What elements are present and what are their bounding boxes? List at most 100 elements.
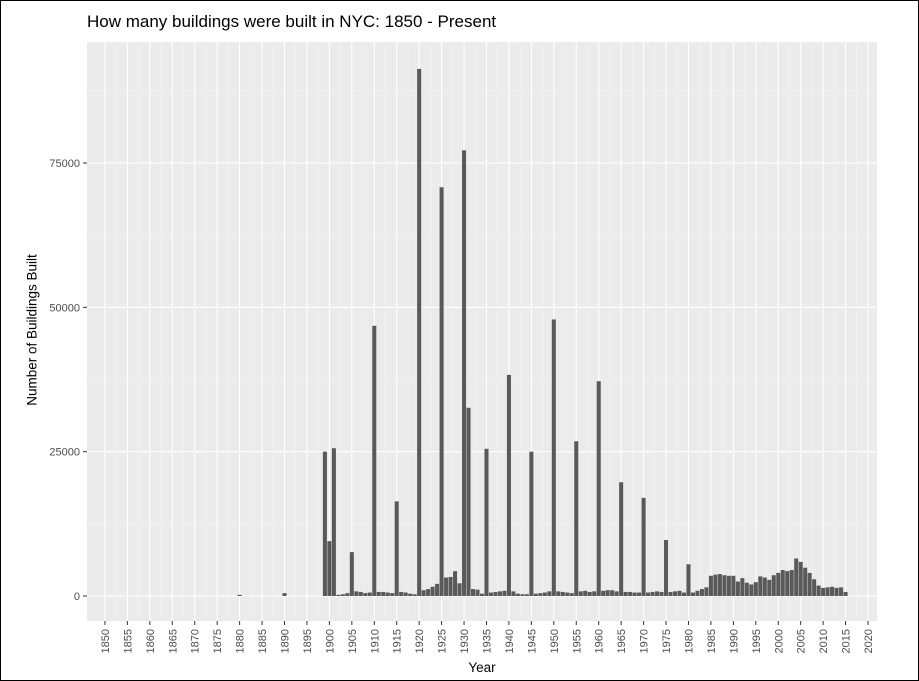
bar-1955 <box>574 441 579 596</box>
bar-1915 <box>394 501 399 596</box>
bar-1956 <box>578 591 583 596</box>
bar-2010 <box>821 587 826 596</box>
bar-1942 <box>515 593 520 596</box>
bar-1987 <box>717 574 722 596</box>
bar-1966 <box>623 591 628 596</box>
bar-1982 <box>695 590 700 596</box>
bar-1983 <box>699 589 704 596</box>
bar-1977 <box>672 591 678 596</box>
x-tick-label: 2015 <box>841 629 853 653</box>
y-tick-label: 25000 <box>49 447 80 459</box>
bar-1976 <box>668 591 673 596</box>
bar-2008 <box>812 579 817 596</box>
bar-1931 <box>466 407 471 596</box>
x-tick-label: 1920 <box>414 629 426 653</box>
bar-1922 <box>426 589 431 596</box>
bar-1990 <box>731 575 736 596</box>
bar-2002 <box>785 571 790 596</box>
bar-1991 <box>735 581 740 596</box>
bar-1906 <box>354 591 359 596</box>
x-tick-label: 1875 <box>212 629 224 653</box>
bar-1971 <box>646 592 651 596</box>
bar-1935 <box>484 448 489 596</box>
bar-1998 <box>767 579 772 596</box>
bar-2011 <box>825 587 830 596</box>
bar-1997 <box>762 577 767 596</box>
x-tick-label: 1895 <box>302 629 314 653</box>
bar-1979 <box>681 592 687 596</box>
bar-1961 <box>601 590 606 596</box>
bars <box>237 68 848 597</box>
bar-1903 <box>340 594 345 596</box>
bar-1911 <box>376 591 381 596</box>
bar-2001 <box>780 570 785 596</box>
bar-1918 <box>408 593 413 596</box>
x-tick-label: 1965 <box>616 629 628 653</box>
x-tick-label: 1915 <box>392 629 404 653</box>
x-tick-label: 1960 <box>594 629 606 653</box>
bar-1962 <box>605 590 610 596</box>
bar-1978 <box>677 590 682 596</box>
bar-2004 <box>794 558 799 596</box>
bar-1943 <box>520 594 525 596</box>
x-tick-label: 1890 <box>280 629 292 653</box>
bar-2014 <box>839 587 844 596</box>
bar-1945 <box>529 451 534 596</box>
bar-1929 <box>457 583 462 596</box>
x-tick-label: 1900 <box>324 629 336 653</box>
axes: 0 25000 50000 75000 1850 1855 1860 1865 1870 1875… <box>49 158 875 653</box>
bar-1912 <box>381 591 386 596</box>
bar-1950 <box>551 319 556 596</box>
bar-1939 <box>502 590 507 596</box>
bar-1952 <box>560 591 565 596</box>
plot-panel <box>87 42 877 621</box>
bar-1908 <box>363 593 368 596</box>
bar-1880 <box>237 594 242 596</box>
x-tick-label: 1945 <box>526 629 538 653</box>
bar-1925 <box>439 187 444 597</box>
x-tick-label: 2005 <box>796 629 808 653</box>
bar-1936 <box>488 592 493 596</box>
bar-1890 <box>282 593 287 596</box>
x-tick-label: 1850 <box>100 629 112 653</box>
bar-1985 <box>708 575 713 596</box>
x-tick-label: 1950 <box>549 629 561 653</box>
bar-1988 <box>722 575 727 596</box>
bar-1938 <box>497 591 502 596</box>
bar-1919 <box>412 594 417 596</box>
bar-1953 <box>565 592 570 596</box>
bar-1926 <box>444 577 449 596</box>
bar-1958 <box>587 591 592 596</box>
x-tick-label: 1975 <box>661 629 673 653</box>
bar-2015 <box>843 591 848 596</box>
bar-1946 <box>533 593 538 596</box>
bar-1984 <box>704 587 709 596</box>
chart-title: How many buildings were built in NYC: 18… <box>87 12 497 31</box>
bar-1916 <box>399 591 404 596</box>
bar-1989 <box>726 575 731 596</box>
bar-2007 <box>807 572 812 596</box>
bar-1944 <box>524 594 529 596</box>
bar-1970 <box>641 497 646 596</box>
bar-1963 <box>610 590 615 596</box>
bar-1994 <box>749 584 754 596</box>
x-tick-label: 1940 <box>504 629 516 653</box>
bar-1934 <box>479 593 485 596</box>
bar-2013 <box>834 587 839 596</box>
bar-1980 <box>686 564 691 596</box>
bar-1932 <box>471 589 476 596</box>
bar-1969 <box>637 592 642 596</box>
x-tick-label: 2010 <box>818 629 830 653</box>
x-tick-label: 1985 <box>706 629 718 653</box>
x-tick-label: 1930 <box>459 629 471 653</box>
bar-1940 <box>506 374 511 596</box>
y-tick-label: 75000 <box>49 158 80 170</box>
bar-1900 <box>327 541 332 596</box>
bar-1913 <box>385 592 390 596</box>
bar-1928 <box>453 571 458 596</box>
bar-2006 <box>803 567 808 596</box>
bar-1973 <box>655 591 660 596</box>
bar-1909 <box>367 592 372 596</box>
bar-1941 <box>511 591 516 596</box>
